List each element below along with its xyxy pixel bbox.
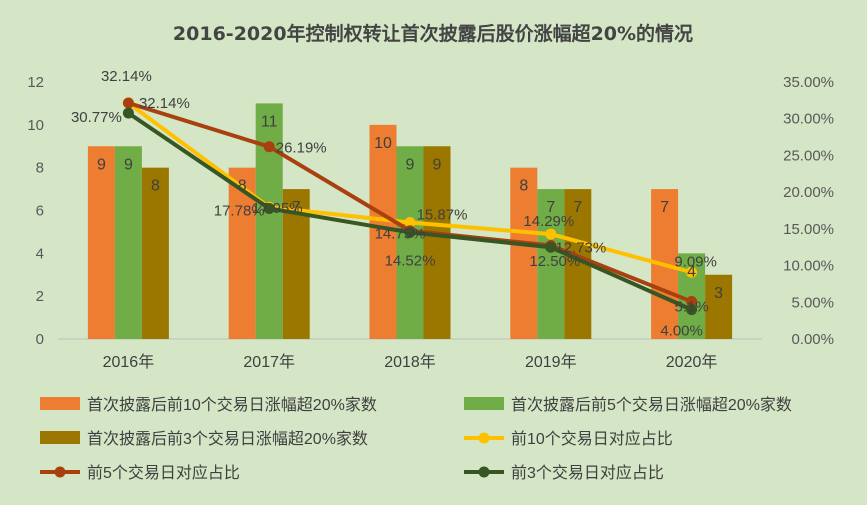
bar (423, 146, 451, 339)
chart-title: 2016-2020年控制权转让首次披露后股价涨幅超20%的情况 (173, 22, 693, 45)
bar (369, 124, 397, 339)
y-left-tick-label: 2 (36, 288, 44, 305)
line-value-label: 15.87% (417, 206, 468, 223)
line-marker (686, 296, 698, 308)
bar-value-label: 7 (573, 199, 582, 216)
line-marker (122, 97, 134, 109)
y-right-tick-label: 20.00% (783, 184, 834, 201)
line-marker (545, 228, 557, 240)
y-right-tick-label: 15.00% (783, 221, 834, 238)
data-labels: 9 8 10 8 7 9 11 9 7 4 8 7 9 7 3 32.14% 17.95% 15.87% 14.29… (71, 68, 723, 340)
y-left-tick-label: 0 (36, 331, 44, 348)
y-right-tick-label: 5.00% (791, 294, 834, 311)
bar-value-label: 9 (97, 156, 106, 173)
legend-label: 前10个交易日对应占比 (511, 429, 673, 448)
y-right-tick-label: 10.00% (783, 258, 834, 275)
legend-label: 前5个交易日对应占比 (87, 463, 240, 482)
line-value-label: 17.95% (252, 200, 303, 217)
legend-swatch (464, 397, 504, 410)
line-value-label: 14.52% (385, 252, 436, 269)
y-left-tick-label: 6 (36, 203, 44, 220)
bar-value-label: 10 (374, 135, 392, 152)
legend-label: 首次披露后前5个交易日涨幅超20%家数 (511, 396, 792, 414)
bar-value-label: 8 (151, 178, 160, 195)
bar-value-label: 8 (238, 178, 247, 195)
line-marker (686, 266, 698, 278)
line-value-label: 17.78% (214, 202, 265, 219)
bar (537, 189, 565, 339)
line-value-label: 32.14% (101, 68, 152, 85)
y-left-tick-label: 4 (36, 245, 44, 262)
line-value-label: 14.29% (523, 213, 574, 230)
line-value-label: 26.19% (276, 140, 327, 157)
bar (396, 146, 424, 339)
line-value-label: 12.73% (555, 240, 606, 257)
legend-marker (54, 466, 66, 478)
y-right-tick-label: 0.00% (791, 331, 834, 348)
line-marker (686, 304, 698, 316)
line-value-label: 32.14% (139, 95, 190, 112)
y-left-tick-label: 10 (27, 117, 44, 134)
bar-value-label: 11 (261, 113, 278, 130)
bar (141, 167, 169, 339)
legend-swatch (40, 431, 80, 444)
line-marker (122, 107, 134, 119)
bar-value-label: 4 (687, 263, 696, 280)
bar (114, 146, 142, 339)
line-marker (263, 202, 275, 214)
y-left-tick-label: 8 (36, 160, 44, 177)
bar-value-label: 3 (714, 285, 723, 302)
legend-marker (478, 466, 490, 478)
bar (705, 274, 733, 339)
legend-marker (478, 432, 490, 444)
bar (510, 167, 538, 339)
line-marker (404, 216, 416, 228)
lines (122, 97, 698, 316)
axes: 0 2 4 6 8 10 12 0.00% 5.00% 10.00% 15.00% 20.00% 25.… (27, 74, 834, 371)
legend-label: 首次披露后前10个交易日涨幅超20%家数 (87, 396, 377, 414)
line-value-label: 5.1% (674, 299, 708, 316)
line-marker (263, 141, 275, 153)
x-category-label: 2018年 (384, 353, 436, 371)
line-value-label: 9.09% (674, 253, 717, 270)
bar (87, 146, 115, 339)
bar-value-label: 7 (660, 199, 669, 216)
line-value-label: 12.50% (529, 253, 580, 270)
x-category-label: 2020年 (666, 353, 718, 371)
legend-swatch (40, 397, 80, 410)
y-right-tick-label: 30.00% (783, 111, 834, 128)
line-value-label: 30.77% (71, 109, 122, 126)
line-marker (545, 241, 557, 253)
legend-label: 前3个交易日对应占比 (511, 463, 664, 482)
line-marker (404, 226, 416, 238)
y-right-tick-label: 35.00% (783, 74, 834, 91)
y-left-tick-label: 12 (27, 74, 44, 91)
bar-value-label: 9 (406, 156, 415, 173)
x-category-label: 2016年 (103, 353, 155, 371)
bar-value-label: 8 (519, 178, 528, 195)
line-value-label: 14.75% (375, 226, 426, 243)
bar-value-label: 7 (292, 199, 301, 216)
y-right-tick-label: 25.00% (783, 147, 834, 164)
bar-value-label: 7 (546, 199, 555, 216)
line-value-label: 4.00% (660, 323, 703, 340)
bar-value-label: 9 (433, 156, 442, 173)
x-category-label: 2019年 (525, 353, 577, 371)
bar-value-label: 9 (124, 156, 133, 173)
x-category-label: 2017年 (243, 353, 295, 371)
legend: 首次披露后前10个交易日涨幅超20%家数 首次披露后前5个交易日涨幅超20%家数首… (40, 396, 792, 482)
legend-label: 首次披露后前3个交易日涨幅超20%家数 (87, 430, 368, 448)
